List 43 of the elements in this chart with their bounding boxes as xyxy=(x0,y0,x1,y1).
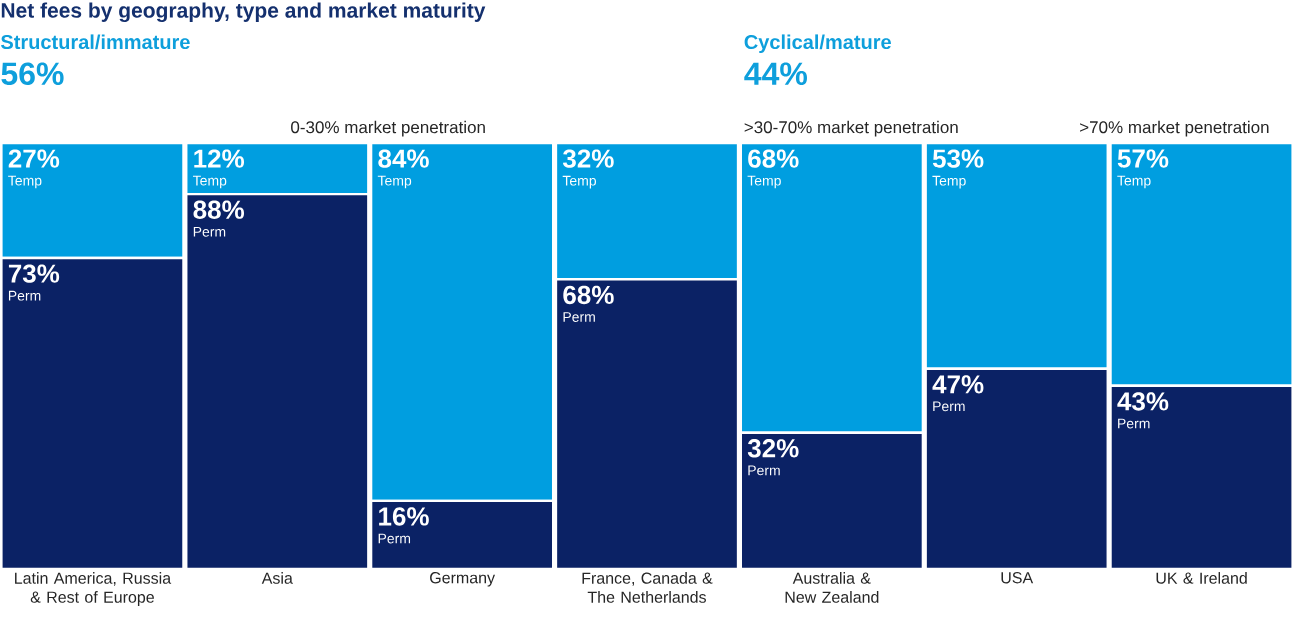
text: Cyclical/mature xyxy=(744,34,891,54)
x-tick-label: Australia & New Zealand xyxy=(785,572,879,603)
text: Perm xyxy=(8,290,41,301)
x-tick-label: Germany xyxy=(430,572,495,587)
text: 44% xyxy=(744,62,807,85)
text: Perm xyxy=(933,401,965,412)
text: Structural/immature xyxy=(0,34,190,50)
series-label: Perm xyxy=(563,312,595,322)
data-label: 47% xyxy=(932,375,984,394)
chart-title: Net fees by geography, type and market maturity xyxy=(1,2,486,23)
data-label: 84% xyxy=(378,149,429,168)
data-label: 32% xyxy=(562,149,614,168)
data-label: 53% xyxy=(932,149,984,168)
data-label: 16% xyxy=(379,507,429,526)
x-tick-label: USA xyxy=(1001,572,1034,584)
text: Temp xyxy=(1117,175,1151,189)
data-label: 27% xyxy=(8,149,60,168)
text: Perm xyxy=(748,465,780,476)
data-label: 12% xyxy=(194,149,245,168)
text: >30-70% market penetration xyxy=(744,120,958,137)
text: Perm xyxy=(378,533,411,544)
text: Temp xyxy=(562,175,597,189)
data-label: 57% xyxy=(1117,149,1169,168)
text: 0-30% market penetration xyxy=(291,120,485,137)
x-tick-label: France, Canada & The Netherlands xyxy=(582,572,713,603)
text: Perm xyxy=(193,226,226,237)
x-tick-label: Latin America, Russia & Rest of Europe xyxy=(15,572,172,606)
text: Temp xyxy=(8,175,42,189)
data-label: 43% xyxy=(1117,392,1169,411)
x-tick-label: Asia xyxy=(261,572,293,584)
data-label: 88% xyxy=(193,200,245,219)
data-label: 32% xyxy=(747,439,799,458)
text: Perm xyxy=(1118,418,1150,429)
data-label: 68% xyxy=(748,149,799,168)
text: Temp xyxy=(932,175,966,189)
series-label: Temp xyxy=(192,175,227,189)
text: Temp xyxy=(747,175,781,189)
text: Temp xyxy=(377,175,412,189)
text: 56% xyxy=(1,62,64,86)
data-label: 68% xyxy=(563,285,614,305)
text: >70% market penetration xyxy=(1080,120,1269,137)
x-tick-label: UK & Ireland xyxy=(1156,572,1247,584)
data-label: 73% xyxy=(8,264,60,283)
